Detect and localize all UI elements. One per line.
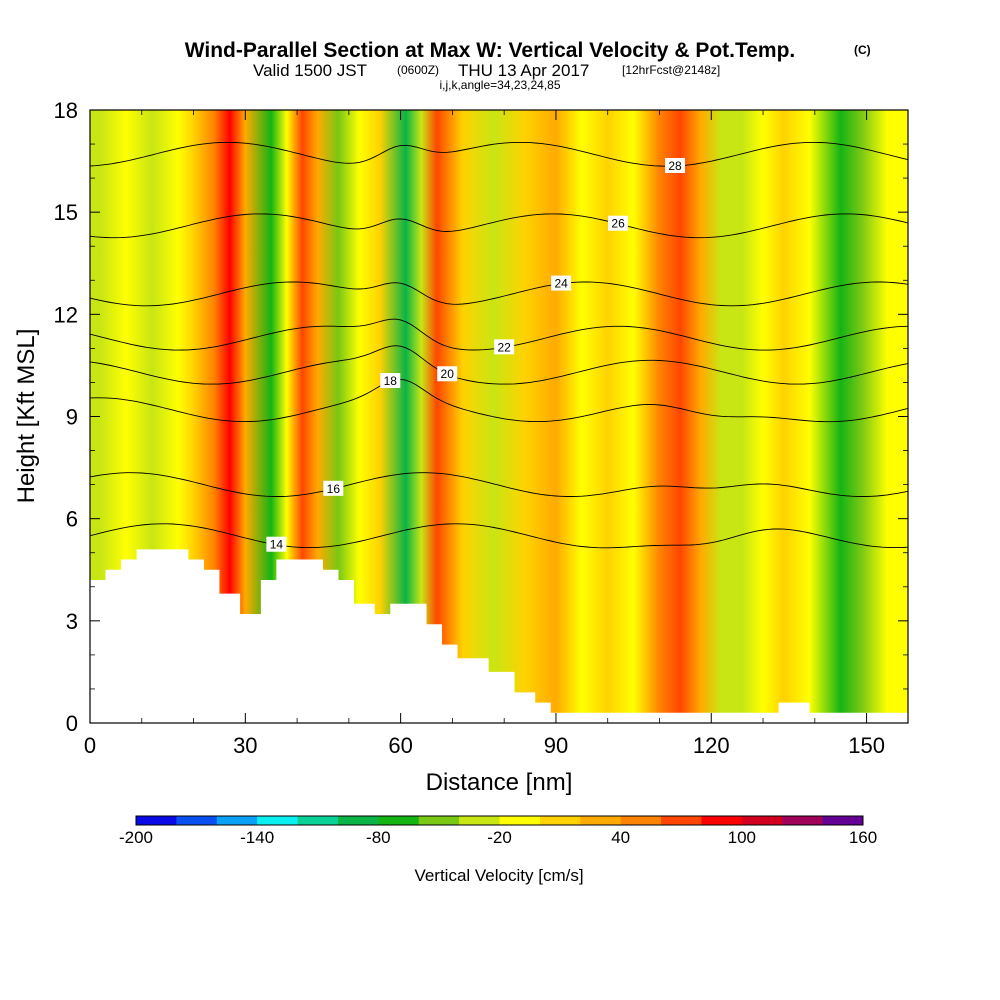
contour-labels: 14 16 18 20 22 24 26 28 — [266, 158, 686, 552]
colorbar-bin — [701, 816, 743, 825]
title-units: (C) — [854, 43, 871, 57]
plot-area: 14 16 18 20 22 24 26 28 — [89, 109, 909, 724]
y-tick-label: 15 — [54, 200, 78, 225]
svg-text:26: 26 — [611, 217, 625, 231]
svg-text:24: 24 — [554, 277, 568, 291]
colorbar-bin — [539, 816, 581, 825]
svg-text:14: 14 — [270, 538, 284, 552]
x-tick-label: 0 — [84, 733, 96, 758]
colorbar-tick-label: 40 — [611, 828, 630, 847]
colorbar-bin — [337, 816, 379, 825]
colorbar-frame — [135, 815, 864, 826]
x-tick-label: 60 — [388, 733, 412, 758]
isentrope-24 — [90, 281, 908, 307]
colorbar-bin — [418, 816, 460, 825]
x-tick-label: 90 — [544, 733, 568, 758]
isentrope-26 — [90, 213, 908, 239]
colorbar-bin — [297, 816, 339, 825]
contour-label-18: 18 — [380, 373, 401, 389]
y-tick-label: 6 — [66, 507, 78, 532]
colorbar-bin — [257, 816, 298, 825]
x-tick-label: 120 — [693, 733, 730, 758]
contour-label-14: 14 — [266, 536, 287, 552]
title-line3: i,j,k,angle=34,23,24,85 — [439, 78, 560, 92]
contour-label-22: 22 — [494, 339, 515, 355]
x-axis-label: Distance [nm] — [426, 769, 573, 796]
y-tick-label: 3 — [66, 609, 78, 634]
colorbar-bin — [620, 816, 662, 825]
x-tick-label: 30 — [233, 733, 257, 758]
colorbar-bin — [378, 816, 420, 825]
contour-label-16: 16 — [323, 480, 344, 496]
y-tick-label: 0 — [66, 711, 78, 736]
colorbar-tick-label: -140 — [240, 828, 274, 847]
isentrope-16 — [90, 472, 908, 497]
colorbar-bin — [216, 816, 258, 825]
svg-text:28: 28 — [668, 159, 682, 173]
colorbar-tick-label: 100 — [728, 828, 756, 847]
colorbar-bin — [661, 816, 702, 825]
potential-temperature-contours — [90, 141, 908, 549]
colorbar-bin — [499, 816, 541, 825]
isentrope-28 — [90, 141, 908, 167]
colorbar: -200 -140 -80 -20 40 100 160 — [119, 815, 877, 847]
contour-label-28: 28 — [665, 158, 686, 174]
title-line1: Wind-Parallel Section at Max W: Vertical… — [185, 39, 796, 62]
colorbar-tick-label: -200 — [119, 828, 153, 847]
colorbar-bin — [176, 816, 218, 825]
colorbar-bin — [822, 816, 864, 825]
title-line2-utc: (0600Z) — [397, 63, 439, 77]
svg-text:22: 22 — [497, 340, 511, 354]
colorbar-label: Vertical Velocity [cm/s] — [414, 866, 583, 885]
colorbar-bin — [782, 816, 823, 825]
contour-label-26: 26 — [608, 215, 629, 231]
colorbar-tick-label: -20 — [487, 828, 512, 847]
colorbar-bin — [741, 816, 783, 825]
isentrope-18 — [90, 378, 908, 423]
contour-label-20: 20 — [437, 366, 458, 382]
title-line2-main: Valid 1500 JST — [253, 61, 367, 80]
y-tick-label: 9 — [66, 405, 78, 430]
isentrope-20 — [90, 345, 908, 385]
x-axis: 0 30 60 90 120 150 — [84, 110, 885, 758]
y-tick-label: 12 — [54, 302, 78, 327]
title-line2-fcst: [12hrFcst@2148z] — [622, 63, 720, 77]
svg-text:18: 18 — [384, 374, 398, 388]
svg-text:16: 16 — [327, 482, 341, 496]
title-line2-date: THU 13 Apr 2017 — [458, 61, 589, 80]
contour-label-24: 24 — [551, 275, 572, 291]
svg-text:20: 20 — [441, 367, 455, 381]
x-tick-label: 150 — [848, 733, 885, 758]
colorbar-tick-label: 160 — [849, 828, 877, 847]
colorbar-tick-label: -80 — [366, 828, 391, 847]
isentrope-14 — [90, 523, 908, 549]
colorbar-bin — [580, 816, 621, 825]
colorbar-bin — [136, 816, 177, 825]
y-axis-label: Height [Kft MSL] — [13, 329, 40, 504]
y-tick-label: 18 — [54, 98, 78, 123]
colorbar-bin — [459, 816, 500, 825]
y-axis: 0 3 6 9 12 15 18 — [54, 98, 908, 736]
terrain-mask — [90, 549, 908, 723]
